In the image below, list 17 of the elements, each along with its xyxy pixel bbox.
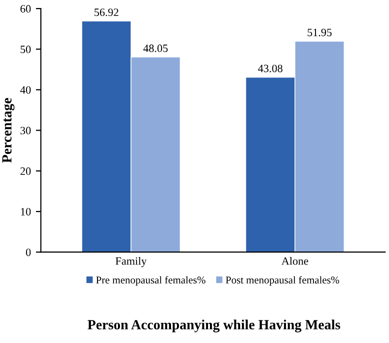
x-tick-label: Alone (281, 256, 308, 265)
y-tick-label: 50 (20, 46, 31, 54)
y-tick-label: 40 (20, 86, 31, 94)
y-tick-label: 20 (20, 167, 31, 175)
data-label: 48.05 (143, 44, 168, 52)
data-label: 51.95 (308, 28, 332, 36)
y-tick-label: 30 (20, 126, 31, 134)
legend-label: Pre menopausal females% (96, 276, 206, 286)
y-tick-label: 0 (26, 248, 31, 256)
x-axis-title: Person Accompanying while Having Meals (88, 320, 340, 332)
y-axis-title: Percentage (2, 98, 14, 163)
x-tick-label: Family (116, 256, 147, 268)
y-tick-label: 10 (20, 208, 31, 216)
data-label: 43.08 (258, 64, 282, 72)
data-label: 56.92 (94, 8, 118, 16)
legend-label: Post menopausal females% (226, 276, 340, 286)
y-tick-label: 60 (20, 5, 31, 13)
